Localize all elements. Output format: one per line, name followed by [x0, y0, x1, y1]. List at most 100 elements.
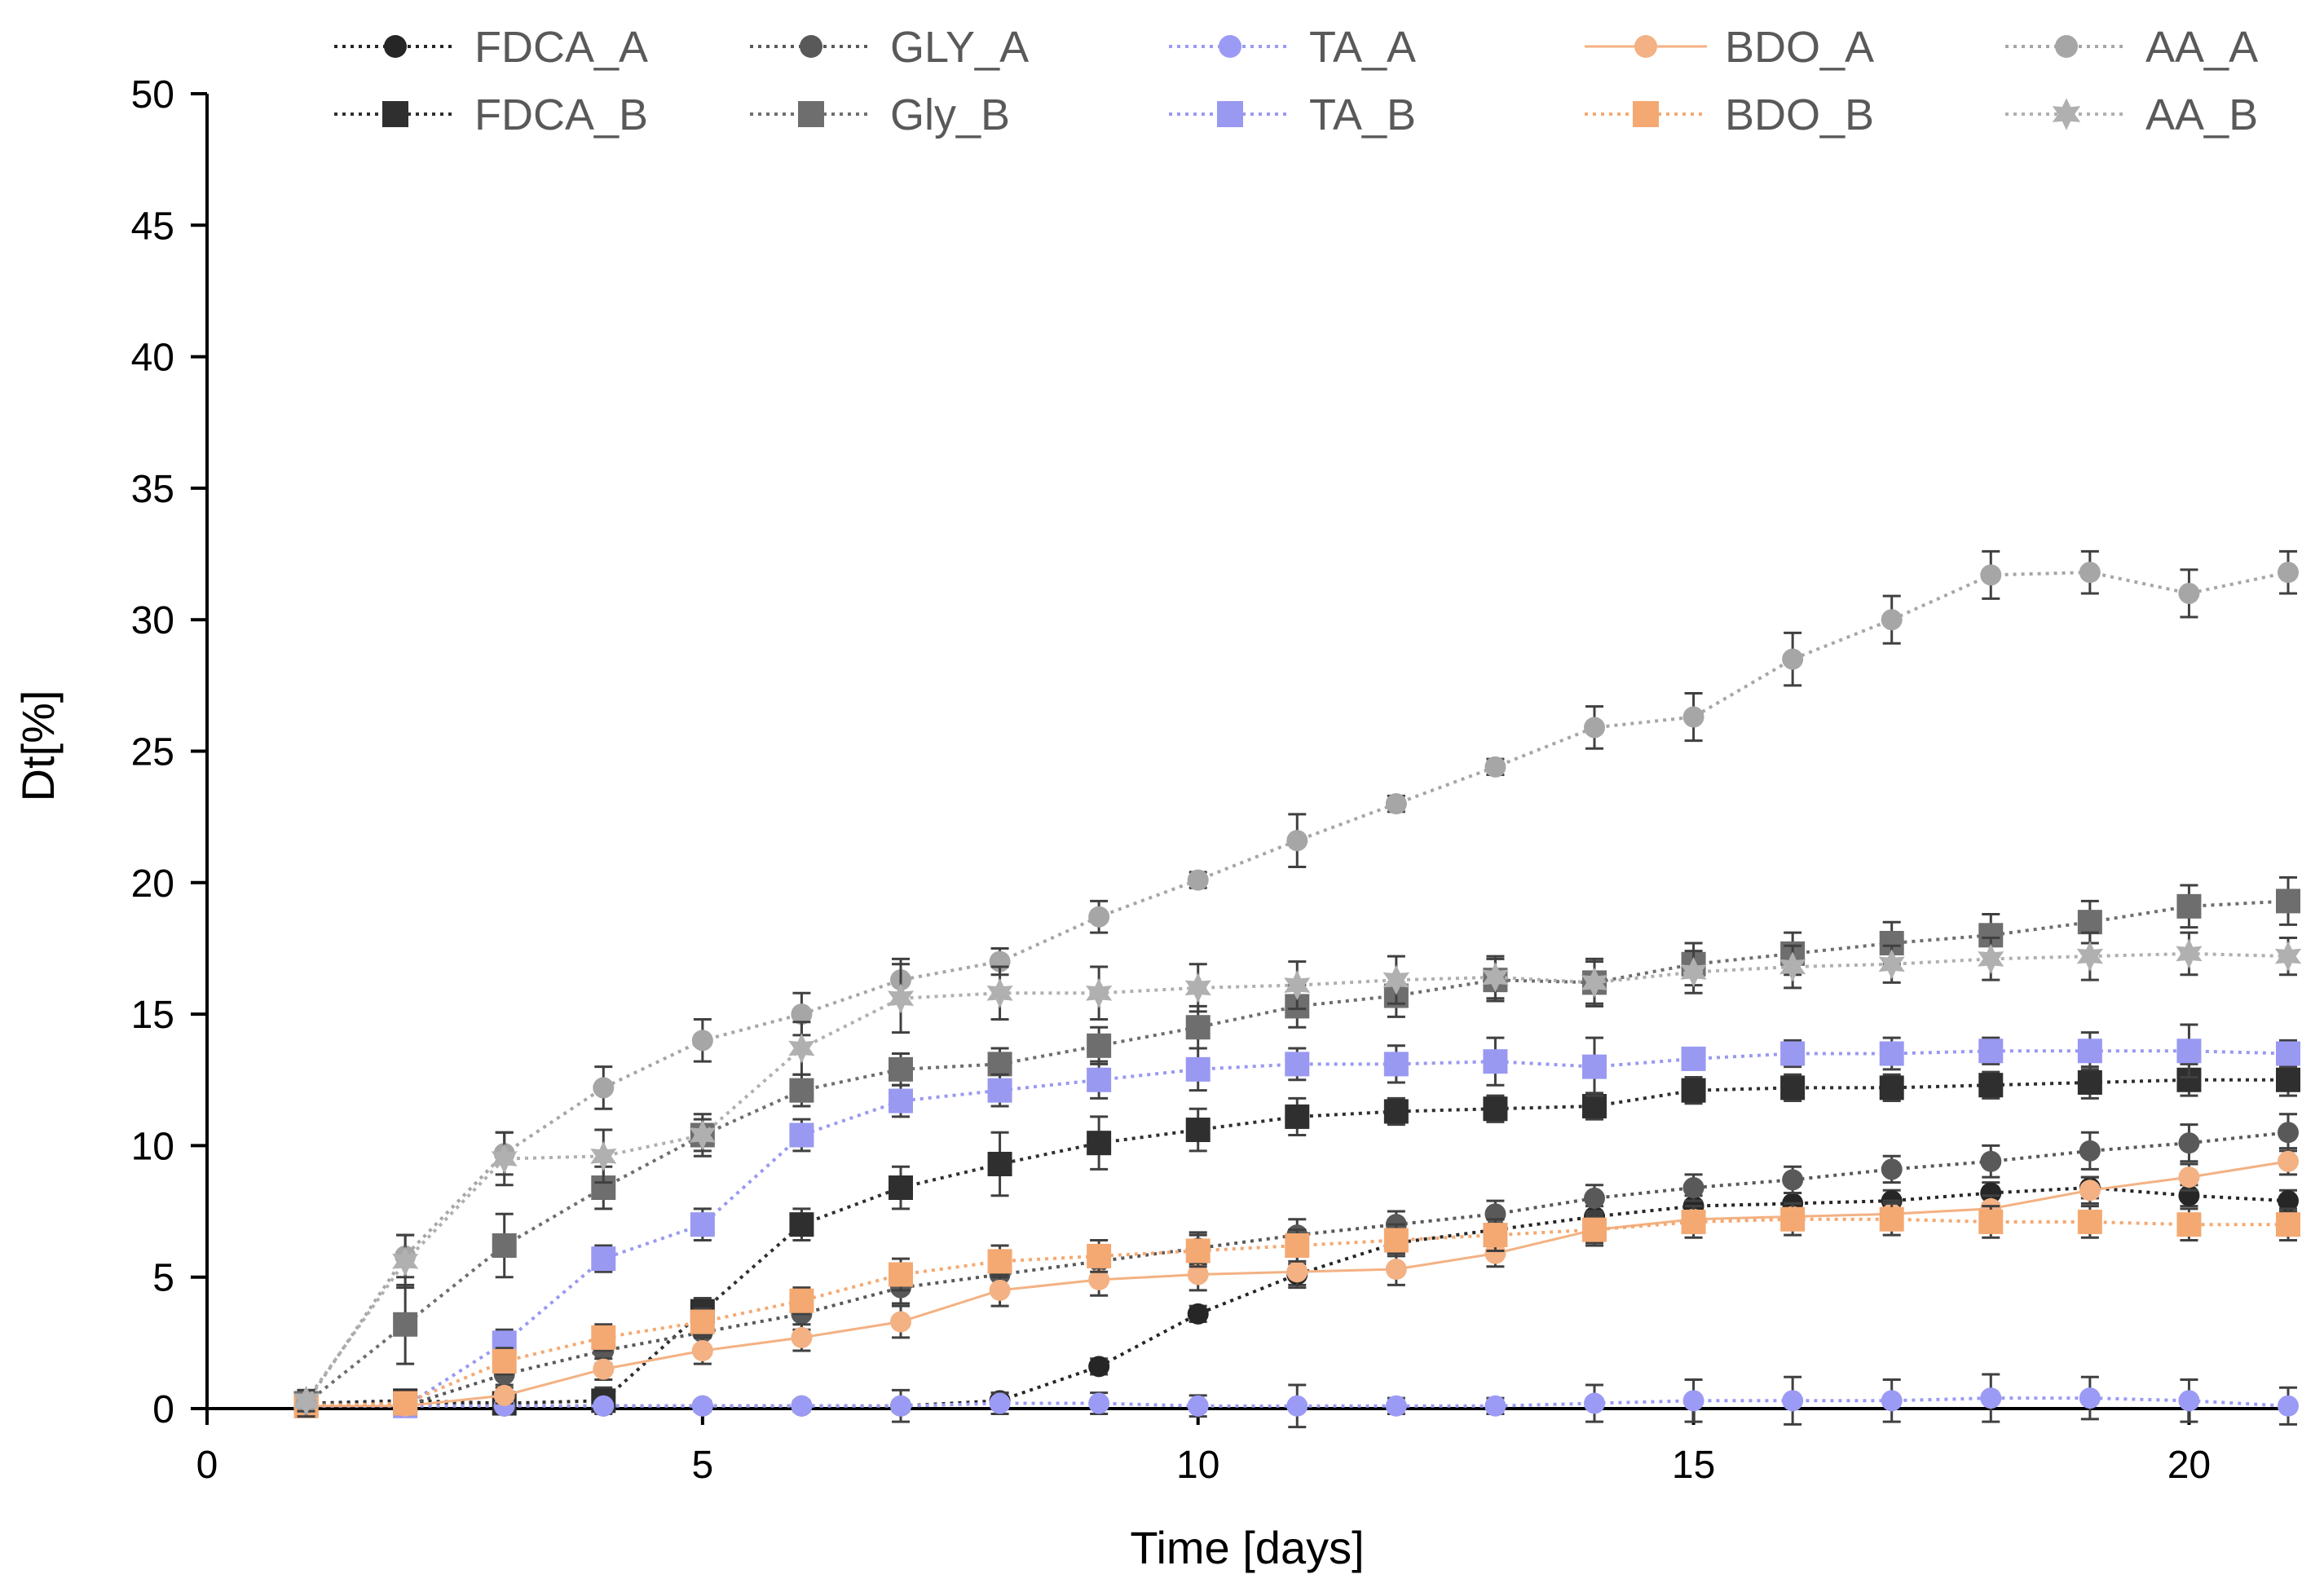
data-point-bdo-a: [791, 1326, 813, 1348]
data-point-bdo-b: [987, 1249, 1012, 1274]
data-point-ta-b: [2176, 1039, 2202, 1064]
data-point-gly-b: [789, 1078, 814, 1103]
data-point-gly-b: [393, 1312, 418, 1337]
data-point-bdo-b: [1185, 1238, 1211, 1263]
data-point-bdo-a: [1484, 1242, 1506, 1264]
data-point-fdca-b: [1285, 1104, 1310, 1129]
data-point-bdo-b: [690, 1309, 715, 1334]
data-point-fdca-b: [1780, 1075, 1806, 1100]
data-point-ta-b: [1087, 1067, 1112, 1092]
legend-marker-bdo-a: [1634, 35, 1657, 58]
legend-item-ta-a: TA_A: [1169, 23, 1416, 72]
data-point-gly-a: [1584, 1187, 1605, 1209]
legend-label-bdo-b: BDO_B: [1725, 90, 1874, 139]
y-tick-label: 30: [131, 599, 174, 642]
data-point-ta-b: [1879, 1041, 1904, 1066]
y-tick-label: 5: [152, 1257, 174, 1300]
legend-label-fdca-a: FDCA_A: [474, 23, 648, 72]
data-point-bdo-b: [1780, 1206, 1806, 1232]
x-tick-label: 20: [2167, 1444, 2211, 1487]
axes: 0 5 10 15 20 25 30 35 40 45 50 0 5 10 15 20: [131, 73, 2288, 1487]
data-point-aa-a: [1385, 793, 1407, 815]
legend-label-gly-a: GLY_A: [890, 23, 1029, 72]
data-point-bdo-b: [1681, 1209, 1706, 1234]
x-tick-label: 10: [1176, 1444, 1219, 1487]
data-point-aa-b: [1184, 972, 1211, 1003]
data-point-ta-a: [1187, 1395, 1209, 1417]
data-point-aa-b: [491, 1143, 518, 1175]
data-point-aa-b: [689, 1119, 716, 1151]
data-point-aa-a: [1584, 717, 1605, 739]
data-point-aa-b: [1978, 943, 2004, 974]
data-point-ta-a: [989, 1392, 1011, 1414]
data-point-bdo-a: [2278, 1150, 2299, 1172]
data-point-gly-b: [889, 1056, 913, 1082]
data-point-fdca-a: [2278, 1190, 2299, 1212]
series-line-aa-a: [304, 571, 2289, 1405]
data-point-ta-a: [1584, 1392, 1605, 1414]
data-point-bdo-a: [691, 1340, 713, 1362]
data-point-fdca-b: [1879, 1075, 1904, 1100]
x-tick-label: 5: [692, 1444, 714, 1487]
data-point-ta-b: [1681, 1046, 1706, 1071]
data-point-aa-a: [2278, 562, 2299, 584]
data-point-ta-a: [691, 1395, 713, 1417]
y-tick-label: 35: [131, 468, 174, 511]
legend-label-ta-b: TA_B: [1309, 90, 1416, 139]
data-point-bdo-b: [1483, 1223, 1508, 1248]
data-point-aa-a: [1088, 906, 1110, 928]
y-tick-label: 0: [152, 1388, 174, 1431]
data-point-ta-b: [1978, 1039, 2004, 1064]
series-ta-a: [295, 1373, 2299, 1429]
data-point-ta-a: [1682, 1390, 1704, 1412]
data-point-aa-b: [2076, 941, 2103, 972]
data-point-ta-a: [1385, 1395, 1407, 1417]
data-point-bdo-b: [1285, 1233, 1310, 1258]
data-point-aa-b: [1680, 956, 1707, 988]
data-point-bdo-a: [493, 1384, 515, 1406]
data-point-gly-a: [2178, 1132, 2200, 1154]
data-point-aa-b: [590, 1140, 617, 1171]
data-point-fdca-b: [1582, 1094, 1607, 1119]
y-tick-label: 15: [131, 994, 174, 1037]
data-point-aa-b: [1581, 967, 1608, 998]
data-point-aa-b: [293, 1385, 320, 1416]
data-point-ta-b: [789, 1122, 814, 1148]
legend-label-bdo-a: BDO_A: [1725, 23, 1874, 72]
data-point-ta-a: [2178, 1390, 2200, 1412]
legend-marker-fdca-a: [384, 35, 407, 58]
y-tick-label: 45: [131, 205, 174, 248]
legend-item-aa-b: AA_B: [2005, 90, 2258, 139]
data-point-ta-a: [593, 1395, 615, 1417]
data-point-fdca-b: [889, 1175, 913, 1201]
data-point-gly-a: [2079, 1140, 2101, 1162]
data-point-fdca-b: [1383, 1099, 1409, 1124]
data-point-aa-b: [1382, 964, 1409, 995]
y-tick-label: 25: [131, 731, 174, 774]
data-point-bdo-a: [890, 1311, 911, 1333]
legend-label-gly-b: Gly_B: [890, 90, 1010, 139]
data-point-bdo-b: [1879, 1206, 1904, 1232]
data-point-ta-a: [791, 1395, 813, 1417]
data-point-ta-a: [1484, 1395, 1506, 1417]
series-line-bdo-b: [306, 1217, 2288, 1408]
data-point-bdo-b: [1582, 1217, 1607, 1242]
data-point-aa-b: [1086, 977, 1113, 1008]
data-point-fdca-b: [1681, 1078, 1706, 1103]
data-point-ta-b: [1383, 1052, 1409, 1077]
series-aa-b: [293, 931, 2302, 1416]
data-point-aa-b: [1482, 962, 1509, 993]
legend-marker-fdca-b: [382, 101, 408, 127]
data-point-bdo-b: [1383, 1228, 1409, 1253]
data-point-bdo-b: [1978, 1209, 2004, 1234]
data-point-bdo-a: [1088, 1268, 1110, 1290]
data-point-aa-a: [1881, 609, 1903, 631]
data-point-aa-b: [986, 977, 1013, 1008]
data-point-bdo-b: [492, 1348, 517, 1374]
data-point-ta-a: [1088, 1392, 1110, 1414]
data-point-ta-b: [2077, 1039, 2102, 1064]
data-point-aa-b: [392, 1246, 419, 1277]
data-point-ta-b: [591, 1246, 616, 1272]
data-point-aa-a: [1484, 756, 1506, 778]
